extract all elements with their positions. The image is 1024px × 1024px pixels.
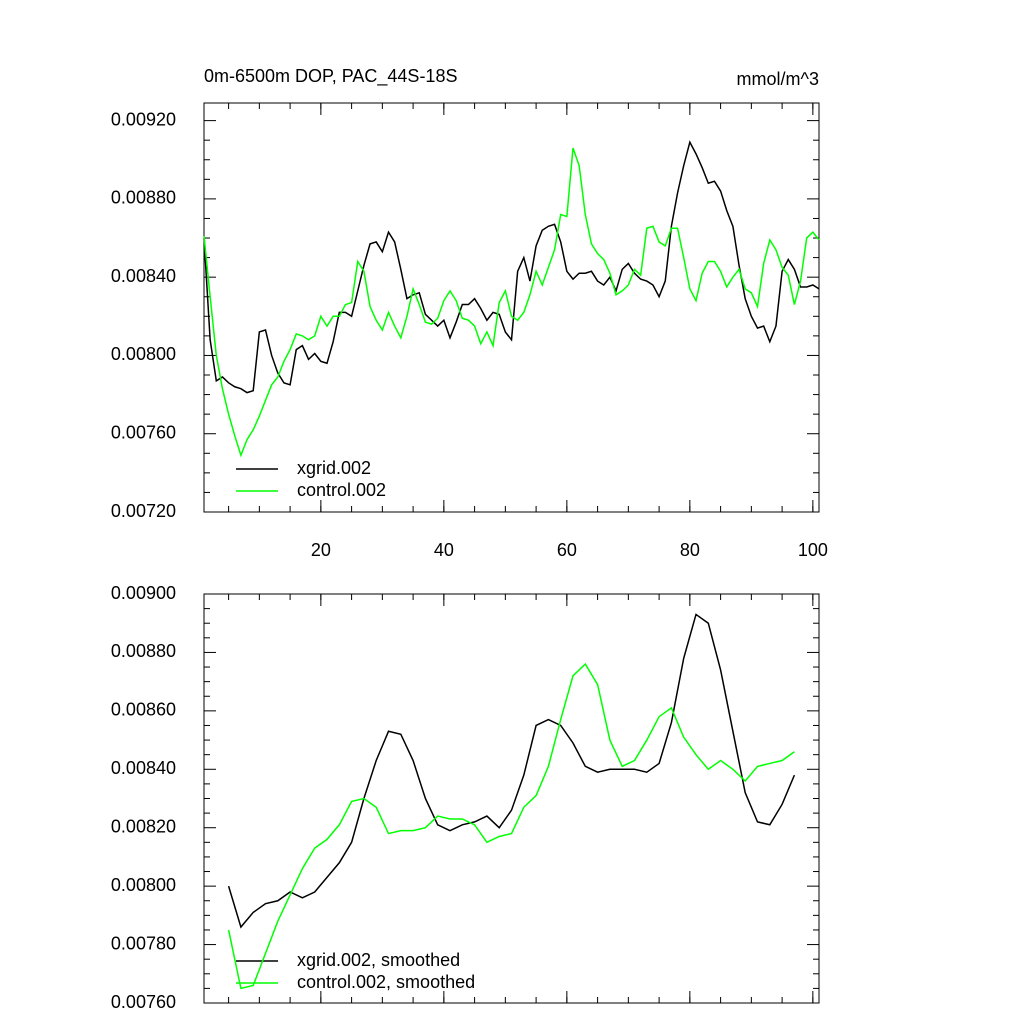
x-tick-label: 80 <box>680 540 700 560</box>
y-tick-label: 0.00900 <box>111 583 176 603</box>
x-tick-label: 60 <box>557 540 577 560</box>
y-tick-label: 0.00880 <box>111 641 176 661</box>
x-tick-label: 40 <box>434 540 454 560</box>
x-tick-label: 100 <box>798 540 828 560</box>
plot-frame <box>203 102 820 513</box>
series-line <box>227 662 795 990</box>
y-tick-label: 0.00800 <box>111 875 176 895</box>
y-tick-label: 0.00760 <box>111 992 176 1012</box>
legend-label: xgrid.002 <box>297 458 371 478</box>
y-tick-label: 0.00780 <box>111 933 176 953</box>
y-tick-label: 0.00920 <box>111 109 176 129</box>
series-line <box>203 140 820 394</box>
y-tick-label: 0.00800 <box>111 344 176 364</box>
y-tick-label: 0.00760 <box>111 422 176 442</box>
series-line <box>227 613 796 929</box>
y-tick-label: 0.00720 <box>111 501 176 521</box>
y-tick-label: 0.00840 <box>111 758 176 778</box>
y-tick-label: 0.00820 <box>111 816 176 836</box>
legend-label: xgrid.002, smoothed <box>297 950 460 970</box>
x-tick-label: 20 <box>311 540 331 560</box>
legend-label: control.002 <box>297 480 386 500</box>
chart-title: 0m-6500m DOP, PAC_44S-18S <box>204 66 457 87</box>
series-line <box>203 147 820 458</box>
y-tick-label: 0.00860 <box>111 700 176 720</box>
y-tick-label: 0.00880 <box>111 188 176 208</box>
units-label: mmol/m^3 <box>737 69 819 89</box>
y-tick-label: 0.00840 <box>111 266 176 286</box>
legend-label: control.002, smoothed <box>297 972 475 992</box>
plot-frame <box>203 593 820 1004</box>
